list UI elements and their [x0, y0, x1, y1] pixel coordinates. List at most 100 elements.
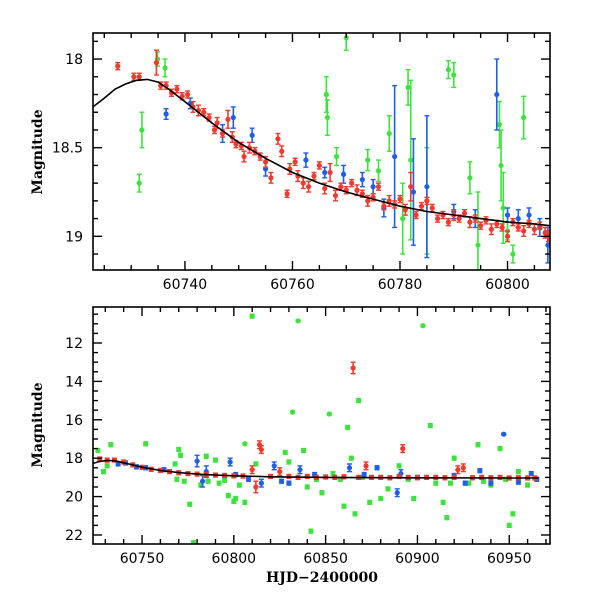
data-point-marker — [214, 120, 220, 126]
data-point-marker — [216, 480, 222, 486]
bottom-green-point — [216, 480, 222, 486]
bottom-data-layer — [95, 313, 540, 544]
top-green-point — [445, 60, 451, 80]
top-blue-point — [230, 106, 236, 129]
data-point-marker — [194, 458, 200, 464]
data-point-marker — [162, 65, 168, 71]
bottom-green-point — [341, 503, 347, 509]
bottom-blue-point — [271, 461, 277, 471]
data-point-marker — [386, 198, 392, 204]
data-point-marker — [322, 169, 328, 176]
top-green-point — [333, 146, 340, 167]
top-green-point — [510, 244, 516, 264]
data-point-marker — [359, 191, 365, 197]
data-point-marker — [515, 215, 521, 222]
data-point-marker — [496, 122, 503, 128]
top-blue-point — [494, 58, 500, 131]
data-point-marker — [279, 148, 285, 154]
top-x-tick-label: 60740 — [163, 277, 208, 293]
bottom-green-point — [440, 499, 446, 505]
bottom-green-point — [172, 461, 178, 467]
data-point-marker — [131, 74, 137, 80]
bottom-x-tick-label: 60900 — [395, 551, 440, 567]
data-point-marker — [510, 251, 516, 257]
data-point-marker — [488, 480, 494, 486]
bottom-green-point — [475, 442, 481, 448]
top-red-point — [305, 180, 312, 193]
data-point-marker — [408, 184, 414, 190]
data-point-marker — [212, 457, 219, 463]
data-point-marker — [174, 86, 180, 92]
data-point-marker — [435, 215, 441, 222]
data-point-marker — [245, 476, 252, 482]
data-point-marker — [322, 185, 328, 192]
data-point-marker — [386, 130, 392, 137]
data-point-marker — [350, 365, 356, 371]
data-point-marker — [289, 409, 296, 415]
top-green-point — [386, 115, 392, 152]
top-model-curve — [93, 78, 550, 227]
data-point-marker — [203, 453, 209, 459]
data-point-marker — [292, 159, 298, 165]
data-point-marker — [396, 463, 402, 469]
top-red-point — [478, 221, 484, 230]
top-green-point — [162, 58, 168, 78]
data-point-marker — [233, 141, 239, 147]
data-point-marker — [451, 455, 457, 461]
top-red-point — [287, 162, 293, 175]
data-point-marker — [467, 175, 473, 181]
bottom-blue-point — [278, 478, 285, 484]
top-y-tick-label: 18 — [65, 52, 83, 68]
data-point-marker — [249, 313, 255, 319]
data-point-marker — [172, 461, 178, 467]
bottom-blue-point — [462, 480, 468, 486]
top-green-point — [475, 191, 481, 270]
data-point-marker — [258, 480, 264, 486]
bottom-blue-point — [194, 454, 200, 468]
data-point-marker — [405, 84, 411, 91]
bottom-y-tick-labels: 12 14 16 18 20 22 — [65, 336, 83, 544]
top-red-point — [408, 171, 414, 202]
top-red-point — [488, 223, 494, 236]
data-point-marker — [506, 522, 512, 528]
top-green-point — [408, 79, 414, 241]
data-point-marker — [494, 91, 500, 98]
top-green-point — [136, 173, 142, 193]
bottom-ticks — [93, 307, 550, 544]
top-red-point — [499, 223, 505, 232]
data-point-marker — [378, 495, 384, 502]
top-y-tick-label: 19 — [65, 229, 83, 245]
bottom-green-point — [515, 469, 522, 475]
top-blue-point — [249, 127, 255, 144]
bottom-x-axis-label: HJD−2400000 — [266, 570, 378, 586]
data-point-marker — [545, 242, 550, 248]
data-point-marker — [241, 153, 247, 160]
bottom-red-point — [400, 444, 406, 454]
top-red-point — [521, 224, 527, 238]
bottom-green-point — [367, 499, 373, 505]
data-point-marker — [242, 441, 248, 447]
top-red-point — [445, 217, 451, 227]
data-point-marker — [447, 480, 454, 486]
bottom-green-point — [348, 455, 354, 461]
data-point-marker — [429, 205, 435, 211]
data-point-marker — [346, 465, 353, 471]
data-point-marker — [524, 482, 531, 488]
data-point-marker — [278, 478, 285, 484]
bottom-green-point — [225, 493, 231, 499]
bottom-green-point — [300, 447, 307, 454]
bottom-blue-point — [346, 463, 353, 473]
bottom-green-point — [524, 482, 531, 488]
top-red-point — [211, 125, 218, 135]
top-red-point — [153, 49, 160, 76]
data-point-marker — [501, 431, 507, 437]
top-blue-point — [359, 171, 365, 188]
top-green-point — [375, 159, 382, 183]
data-point-marker — [297, 467, 303, 473]
data-point-marker — [181, 478, 187, 484]
top-x-tick-label: 60800 — [485, 277, 530, 293]
bottom-x-tick-label: 60750 — [120, 551, 165, 567]
bottom-green-point — [345, 424, 351, 431]
bottom-green-point — [326, 411, 332, 417]
top-red-point — [300, 177, 306, 190]
